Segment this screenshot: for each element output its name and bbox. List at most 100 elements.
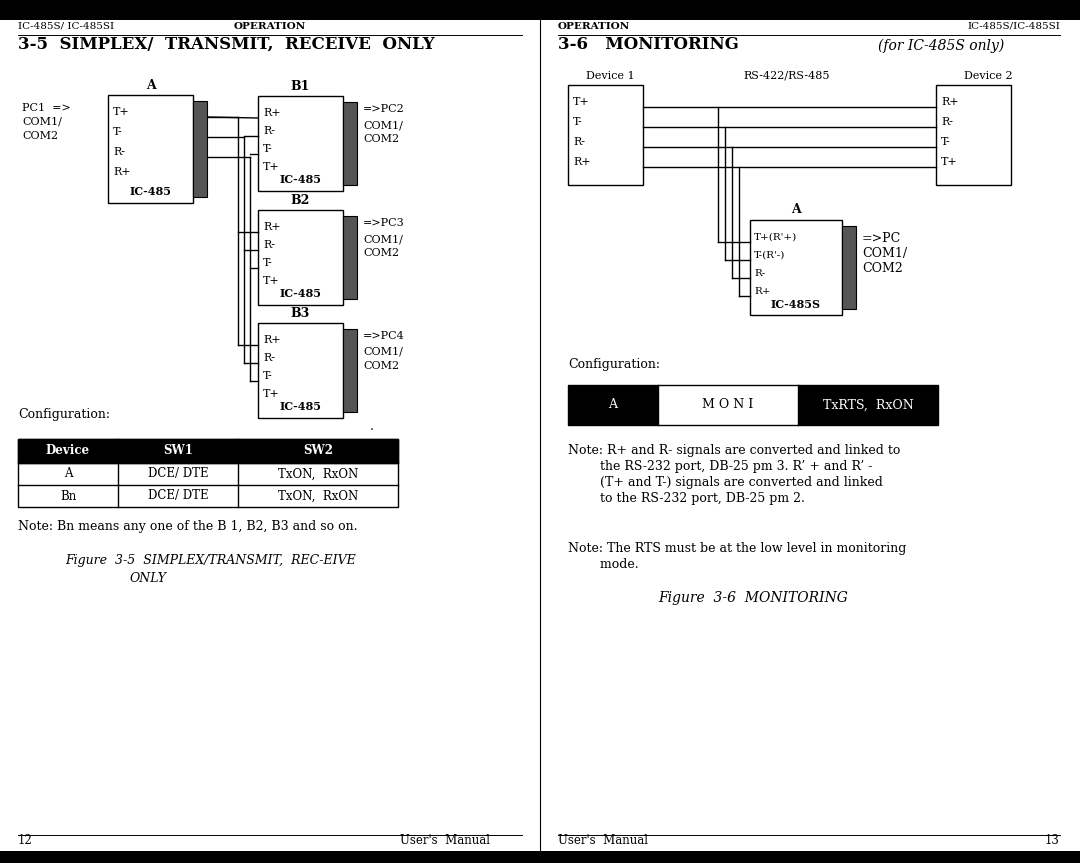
Bar bbox=[349, 102, 351, 185]
Bar bbox=[345, 216, 347, 299]
Bar bbox=[854, 226, 856, 309]
Text: (for IC-485S only): (for IC-485S only) bbox=[878, 39, 1004, 53]
Text: IC-485S/ IC-485SI: IC-485S/ IC-485SI bbox=[18, 22, 114, 31]
Text: T+: T+ bbox=[113, 107, 130, 117]
Bar bbox=[353, 216, 355, 299]
Text: Bn: Bn bbox=[59, 489, 76, 502]
Bar bbox=[568, 85, 643, 185]
Bar bbox=[353, 329, 355, 412]
Text: 13: 13 bbox=[1045, 834, 1059, 847]
Text: R-: R- bbox=[264, 240, 275, 250]
Bar bbox=[568, 385, 658, 405]
Text: R+: R+ bbox=[264, 335, 281, 345]
Bar bbox=[842, 226, 856, 309]
Text: TxON,  RxON: TxON, RxON bbox=[278, 468, 359, 481]
Text: T+: T+ bbox=[573, 97, 590, 107]
Text: B3: B3 bbox=[291, 307, 310, 320]
Bar bbox=[848, 226, 850, 309]
Bar bbox=[850, 226, 852, 309]
Text: Device 1: Device 1 bbox=[585, 71, 634, 81]
Bar bbox=[197, 101, 199, 197]
Text: COM2: COM2 bbox=[363, 248, 400, 258]
Bar bbox=[343, 216, 345, 299]
Text: =>PC3: =>PC3 bbox=[363, 218, 405, 228]
Bar bbox=[347, 102, 349, 185]
Text: mode.: mode. bbox=[568, 558, 638, 571]
Bar bbox=[0, 0, 1080, 20]
Bar bbox=[798, 385, 939, 425]
Bar bbox=[345, 329, 347, 412]
Text: (T+ and T-) signals are converted and linked: (T+ and T-) signals are converted and li… bbox=[568, 476, 882, 489]
Text: IC-485: IC-485 bbox=[280, 174, 322, 185]
Text: T-: T- bbox=[573, 117, 583, 127]
Text: R-: R- bbox=[264, 353, 275, 363]
Bar bbox=[343, 216, 357, 299]
Bar bbox=[343, 329, 345, 412]
Text: COM2: COM2 bbox=[862, 262, 903, 275]
Text: B1: B1 bbox=[291, 80, 310, 93]
Bar bbox=[345, 102, 347, 185]
Text: DCE/ DTE: DCE/ DTE bbox=[148, 489, 208, 502]
Text: Device: Device bbox=[46, 444, 90, 457]
Text: =>PC: =>PC bbox=[862, 232, 901, 245]
Bar bbox=[108, 95, 193, 203]
Bar bbox=[846, 226, 848, 309]
Text: T-: T- bbox=[264, 371, 273, 381]
Text: R-: R- bbox=[113, 147, 125, 157]
Bar bbox=[258, 210, 343, 305]
Bar bbox=[0, 851, 1080, 863]
Bar bbox=[349, 329, 351, 412]
Text: R-: R- bbox=[941, 117, 953, 127]
Bar bbox=[355, 216, 357, 299]
Text: Figure  3-5  SIMPLEX/TRANSMIT,  REC-EIVE: Figure 3-5 SIMPLEX/TRANSMIT, REC-EIVE bbox=[65, 554, 355, 567]
Bar bbox=[355, 102, 357, 185]
Text: IC-485S/IC-485SI: IC-485S/IC-485SI bbox=[967, 22, 1059, 31]
Bar bbox=[205, 101, 207, 197]
Bar bbox=[750, 220, 842, 315]
Text: Note: Bn means any one of the B 1, B2, B3 and so on.: Note: Bn means any one of the B 1, B2, B… bbox=[18, 520, 357, 533]
Bar bbox=[343, 102, 345, 185]
Bar bbox=[355, 329, 357, 412]
Text: COM2: COM2 bbox=[363, 134, 400, 144]
Bar bbox=[351, 216, 353, 299]
Bar bbox=[351, 102, 353, 185]
Text: T-: T- bbox=[113, 127, 123, 137]
Text: T+: T+ bbox=[264, 162, 280, 172]
Text: DCE/ DTE: DCE/ DTE bbox=[148, 468, 208, 481]
Text: Note: The RTS must be at the low level in monitoring: Note: The RTS must be at the low level i… bbox=[568, 542, 906, 555]
Bar bbox=[195, 101, 197, 197]
Text: T+(R'+): T+(R'+) bbox=[754, 233, 797, 242]
Bar bbox=[347, 216, 349, 299]
Bar bbox=[193, 101, 195, 197]
Bar bbox=[568, 385, 658, 425]
Bar bbox=[343, 102, 357, 185]
Bar bbox=[18, 439, 399, 507]
Text: OPERATION: OPERATION bbox=[234, 22, 306, 31]
Bar bbox=[842, 226, 843, 309]
Bar bbox=[343, 329, 357, 412]
Text: =>PC2: =>PC2 bbox=[363, 104, 405, 114]
Text: 3-6   MONITORING: 3-6 MONITORING bbox=[558, 36, 739, 53]
Text: SW1: SW1 bbox=[163, 444, 193, 457]
Text: COM1/: COM1/ bbox=[363, 347, 403, 357]
Bar bbox=[199, 101, 201, 197]
Text: R-: R- bbox=[573, 137, 585, 147]
Bar bbox=[201, 101, 203, 197]
Bar bbox=[258, 323, 343, 418]
Text: the RS-232 port, DB-25 pm 3. R’ + and R’ -: the RS-232 port, DB-25 pm 3. R’ + and R’… bbox=[568, 460, 873, 473]
Bar bbox=[351, 329, 353, 412]
Bar bbox=[353, 102, 355, 185]
Text: User's  Manual: User's Manual bbox=[558, 834, 648, 847]
Text: COM1/: COM1/ bbox=[363, 234, 403, 244]
Text: A: A bbox=[64, 468, 72, 481]
Text: R-: R- bbox=[754, 269, 766, 278]
Text: A: A bbox=[608, 399, 618, 412]
Bar bbox=[936, 85, 1011, 185]
Text: RS-422/RS-485: RS-422/RS-485 bbox=[743, 71, 829, 81]
Text: Figure  3-6  MONITORING: Figure 3-6 MONITORING bbox=[658, 591, 848, 605]
Text: R+: R+ bbox=[113, 167, 131, 177]
Text: T-(R'-): T-(R'-) bbox=[754, 251, 785, 260]
Text: T-: T- bbox=[941, 137, 950, 147]
Text: R+: R+ bbox=[264, 108, 281, 118]
Text: Note: R+ and R- signals are converted and linked to: Note: R+ and R- signals are converted an… bbox=[568, 444, 901, 457]
